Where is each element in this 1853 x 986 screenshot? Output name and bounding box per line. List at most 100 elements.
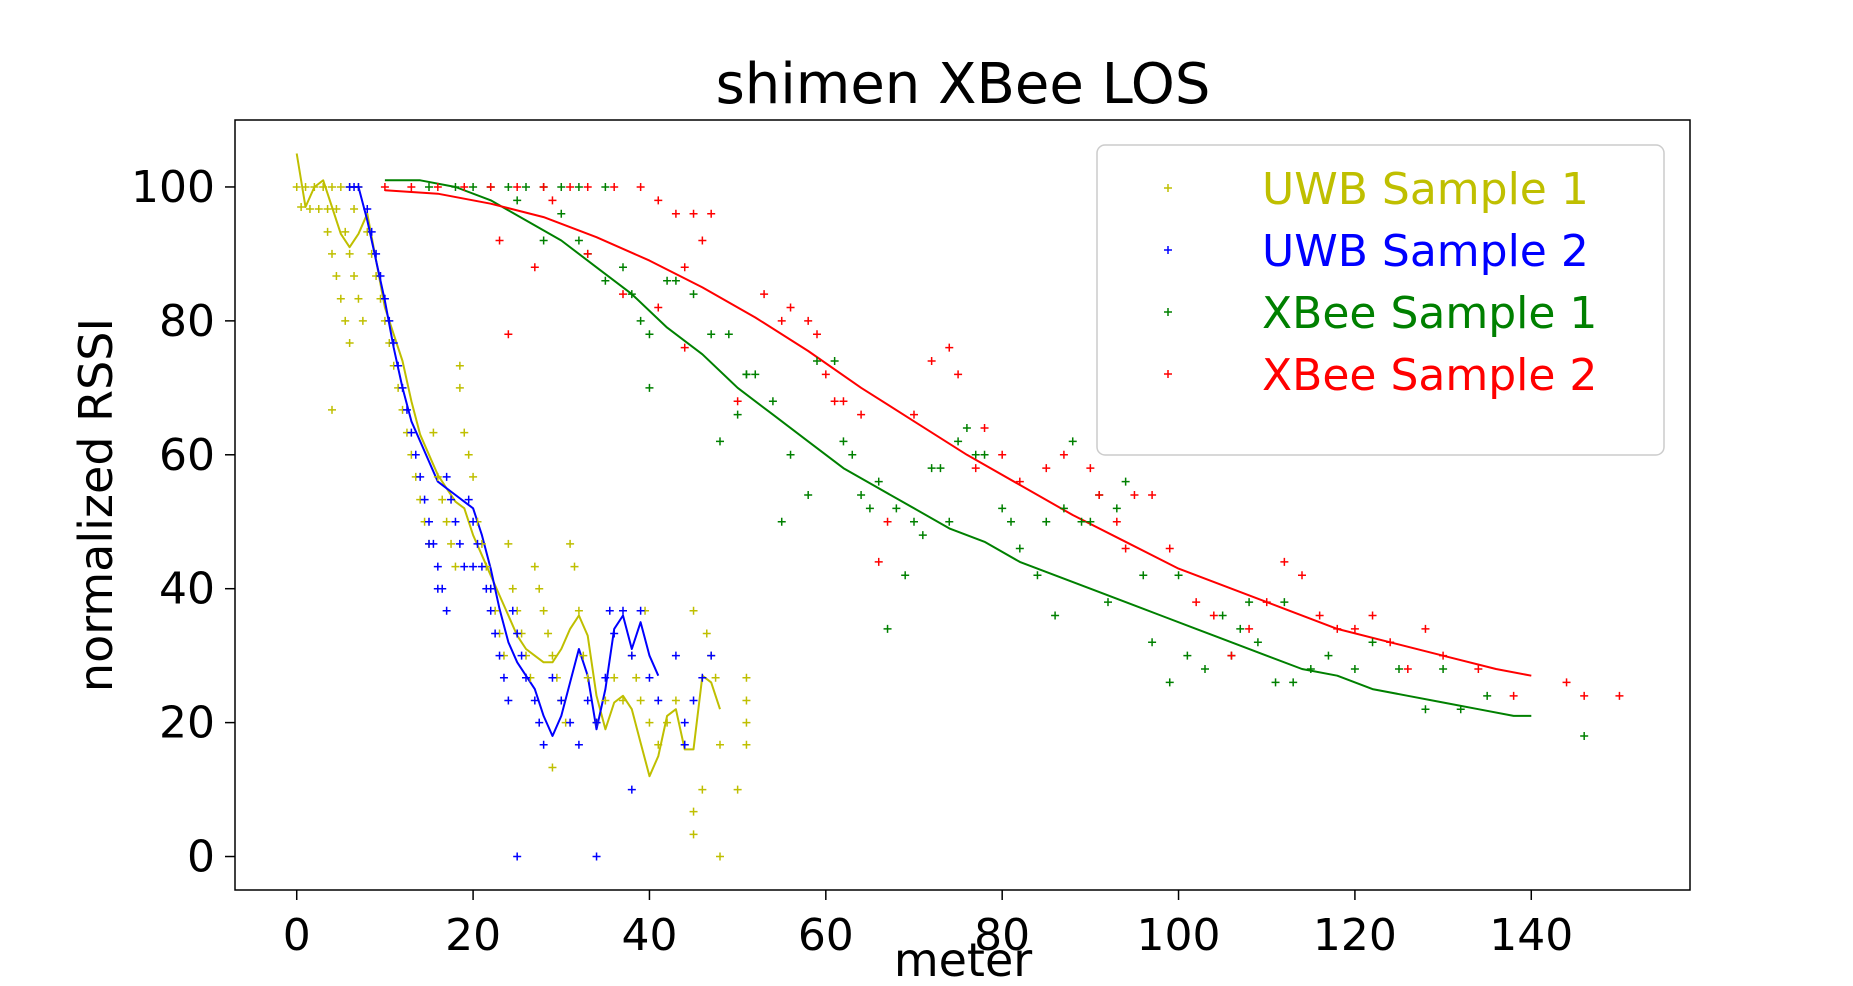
- data-point: [574, 182, 583, 191]
- data-point: [583, 249, 592, 258]
- data-point: [707, 209, 716, 218]
- data-point: [610, 182, 619, 191]
- data-point: [1121, 544, 1130, 553]
- data-point: [1201, 665, 1209, 674]
- data-point: [548, 196, 557, 205]
- data-point: [336, 294, 345, 303]
- data-point: [350, 205, 359, 214]
- data-point: [548, 651, 557, 660]
- data-point: [460, 562, 469, 571]
- data-point: [786, 303, 795, 312]
- data-point: [901, 571, 910, 580]
- data-point: [486, 584, 495, 593]
- data-point: [1395, 665, 1403, 674]
- data-point: [486, 182, 495, 191]
- data-point: [1174, 571, 1183, 580]
- data-point: [425, 182, 433, 191]
- data-point: [883, 624, 892, 633]
- data-point: [605, 606, 614, 615]
- data-point: [332, 272, 341, 281]
- data-point: [1148, 638, 1157, 647]
- legend-label: UWB Sample 1: [1262, 164, 1589, 215]
- data-point: [636, 696, 645, 705]
- data-point: [1209, 611, 1218, 620]
- y-tick-label: 100: [131, 162, 215, 213]
- data-point: [548, 763, 557, 772]
- data-point: [433, 584, 442, 593]
- data-point: [1059, 450, 1068, 459]
- data-point: [1262, 598, 1271, 607]
- data-point: [473, 539, 482, 548]
- data-point: [354, 182, 363, 191]
- data-point: [1439, 665, 1448, 674]
- data-point: [619, 290, 627, 299]
- data-point: [1112, 517, 1121, 526]
- data-point: [407, 428, 416, 437]
- legend-label: XBee Sample 1: [1262, 288, 1597, 339]
- x-tick-label: 80: [974, 910, 1030, 961]
- data-point: [411, 450, 420, 459]
- data-point: [680, 718, 689, 727]
- data-point: [416, 472, 425, 481]
- data-point: [1033, 571, 1042, 580]
- data-point: [760, 290, 769, 299]
- data-point: [1298, 571, 1306, 580]
- data-point: [314, 205, 323, 214]
- data-point: [689, 606, 698, 615]
- data-point: [680, 343, 689, 352]
- data-point: [627, 290, 636, 299]
- data-point: [742, 696, 751, 705]
- data-point: [654, 696, 663, 705]
- data-point: [698, 785, 707, 794]
- data-point: [499, 673, 508, 682]
- data-point: [971, 450, 980, 459]
- data-point: [1562, 678, 1571, 687]
- data-point: [328, 405, 336, 414]
- data-point: [539, 740, 548, 749]
- data-point: [1148, 490, 1157, 499]
- data-point: [610, 673, 619, 682]
- data-point: [777, 517, 786, 526]
- data-point: [1474, 665, 1483, 674]
- data-point: [874, 477, 883, 486]
- data-point: [522, 673, 530, 682]
- data-point: [874, 557, 883, 566]
- data-point: [455, 539, 464, 548]
- data-point: [865, 504, 874, 513]
- data-point: [702, 629, 711, 638]
- data-point: [689, 807, 698, 816]
- data-point: [883, 517, 892, 526]
- x-tick-label: 0: [283, 910, 311, 961]
- data-point: [508, 606, 517, 615]
- data-point: [804, 490, 813, 499]
- data-point: [698, 673, 707, 682]
- data-point: [627, 785, 636, 794]
- data-point: [1015, 544, 1024, 553]
- data-point: [663, 718, 672, 727]
- data-point: [689, 209, 698, 218]
- data-point: [305, 205, 314, 214]
- fit-curve: [349, 186, 660, 737]
- data-point: [1386, 638, 1395, 647]
- data-point: [425, 517, 433, 526]
- data-point: [425, 539, 433, 548]
- data-point: [469, 517, 478, 526]
- data-point: [535, 584, 544, 593]
- data-point: [477, 562, 486, 571]
- data-point: [592, 852, 601, 861]
- data-point: [645, 383, 654, 392]
- data-point: [1483, 691, 1492, 700]
- x-tick-label: 40: [621, 910, 677, 961]
- data-point: [980, 424, 989, 432]
- data-point: [927, 464, 936, 473]
- data-point: [698, 236, 707, 245]
- data-point: [1095, 490, 1104, 499]
- data-point: [319, 182, 328, 191]
- data-point: [297, 203, 306, 212]
- data-point: [460, 182, 469, 191]
- legend-marker: [1164, 308, 1172, 316]
- data-point: [954, 437, 963, 446]
- data-point: [813, 330, 821, 339]
- data-point: [742, 740, 751, 749]
- data-point: [1280, 557, 1289, 566]
